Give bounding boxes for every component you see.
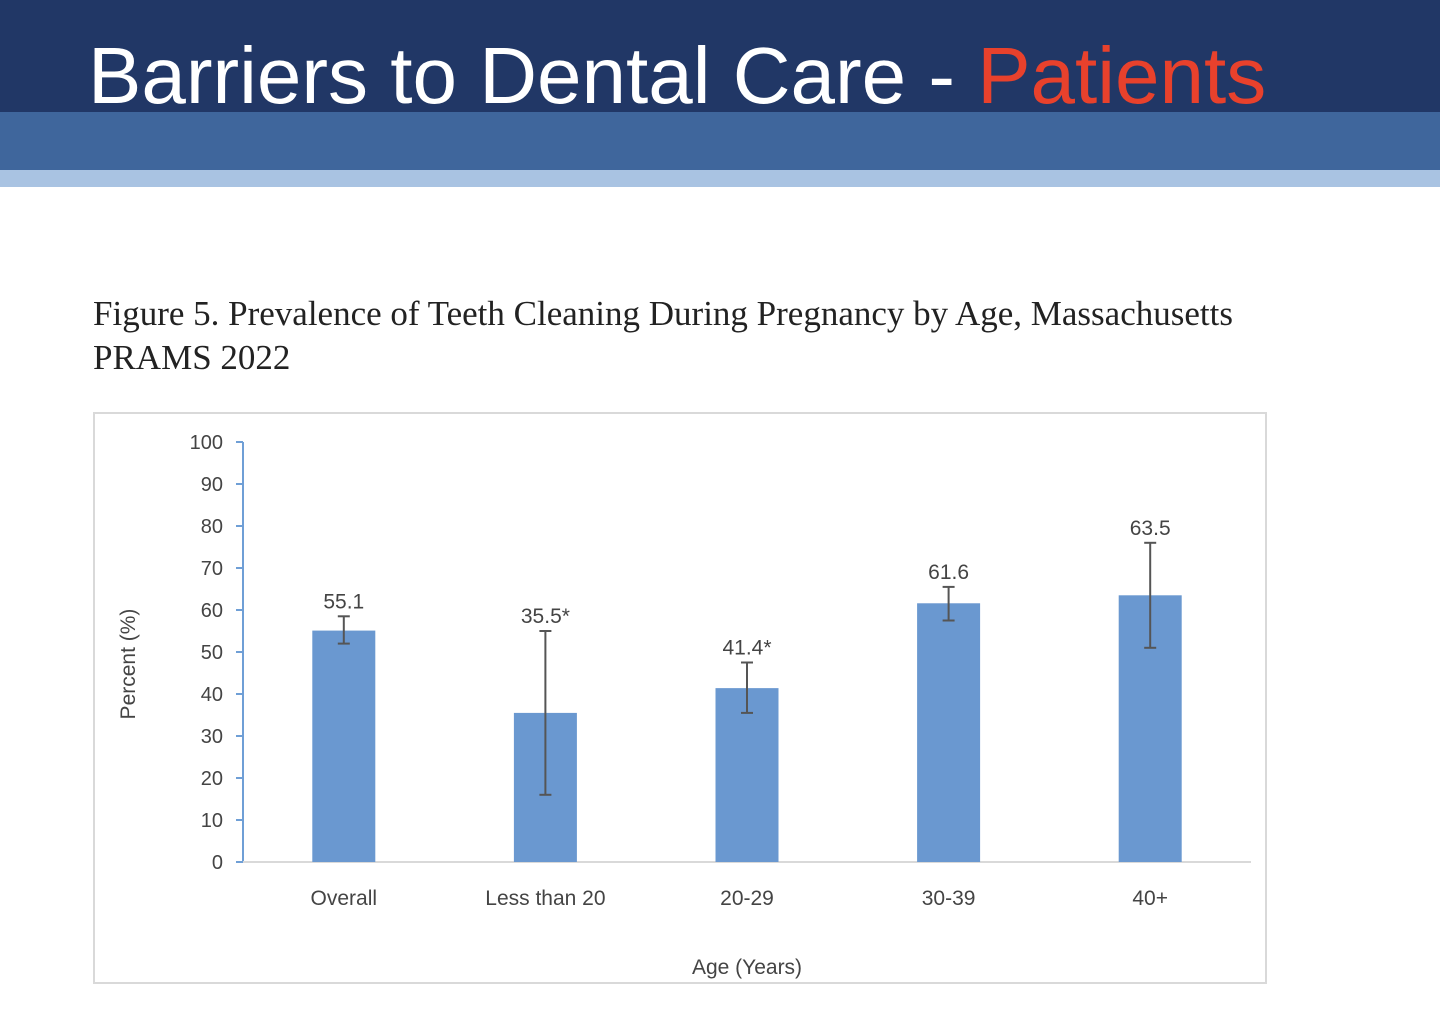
data-label: 55.1 — [323, 590, 364, 613]
bar — [715, 688, 779, 862]
bar-chart: 0 10 20 30 40 50 60 70 80 90 100 55.1 Overall 35.5* Le… — [117, 432, 1251, 979]
bar — [312, 630, 376, 862]
x-tick-label: 30-39 — [922, 887, 976, 910]
chart-frame: 0 10 20 30 40 50 60 70 80 90 100 55.1 Overall 35.5* Le… — [93, 412, 1267, 984]
title-banner-stripe — [0, 170, 1440, 187]
y-tick-label: 0 — [212, 852, 223, 874]
data-label: 63.5 — [1130, 517, 1171, 540]
y-tick-label: 50 — [201, 642, 223, 664]
figure-caption: Figure 5. Prevalence of Teeth Cleaning D… — [93, 294, 1233, 377]
y-axis-title: Percent (%) — [117, 609, 140, 720]
slide-title-accent: Patients — [977, 31, 1267, 120]
data-label: 41.4* — [722, 637, 771, 660]
y-tick-label: 100 — [190, 432, 223, 454]
title-banner — [0, 0, 1440, 112]
title-banner-band — [0, 112, 1440, 170]
x-tick-label: Overall — [311, 887, 378, 910]
y-tick-label: 10 — [201, 810, 223, 832]
bar — [917, 603, 981, 862]
x-tick-label: Less than 20 — [485, 887, 605, 910]
x-axis-title: Age (Years) — [692, 956, 802, 979]
slide-title: Barriers to Dental Care - Patients — [88, 28, 1266, 124]
data-label: 35.5* — [521, 605, 570, 628]
y-tick-label: 20 — [201, 768, 223, 790]
y-tick-label: 60 — [201, 600, 223, 622]
y-tick-label: 80 — [201, 516, 223, 538]
y-tick-label: 70 — [201, 558, 223, 580]
y-tick-label: 40 — [201, 684, 223, 706]
y-tick-label: 90 — [201, 474, 223, 496]
x-tick-label: 20-29 — [720, 887, 774, 910]
y-tick-label: 30 — [201, 726, 223, 748]
data-label: 61.6 — [928, 561, 969, 584]
x-tick-label: 40+ — [1132, 887, 1168, 910]
slide-title-main: Barriers to Dental Care - — [88, 31, 978, 120]
